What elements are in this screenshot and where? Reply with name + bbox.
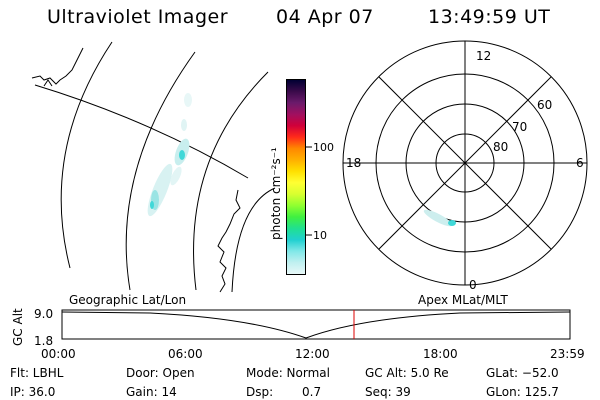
mlt-label-6: 6 [576, 156, 584, 170]
coastline [31, 47, 84, 85]
meridian-line [193, 71, 269, 291]
altitude-tick-1-8: 1.8 [34, 334, 53, 348]
altitude-axis-label: GC Alt [11, 308, 25, 346]
instrument-title: Ultraviolet Imager [47, 6, 229, 28]
mlt-label-18: 18 [346, 156, 361, 170]
meridian-line [231, 187, 276, 293]
time-tick-0600: 06:00 [168, 347, 203, 361]
glon-status: GLon: 125.7 [486, 385, 559, 399]
coastline [217, 189, 241, 293]
seq-status: Seq: 39 [365, 385, 411, 399]
colorbar [286, 79, 306, 275]
mlt-label-0: 0 [469, 278, 477, 292]
mlt-label-12: 12 [476, 49, 491, 63]
time-tick-0000: 00:00 [41, 347, 76, 361]
polar-aurora-emission [423, 209, 456, 227]
aurora-emission [147, 93, 192, 217]
glat-status: GLat: −52.0 [486, 366, 559, 380]
apex-panel-label: Apex MLat/MLT [418, 293, 508, 307]
altitude-curve [61, 311, 571, 339]
lat-label-80: 80 [493, 140, 508, 154]
altitude-tick-9: 9.0 [34, 307, 53, 321]
colorbar-tick-label-100: 100 [313, 141, 334, 154]
geographic-panel-label: Geographic Lat/Lon [69, 293, 186, 307]
gain-status: Gain: 14 [126, 385, 177, 399]
filter-status: Flt: LBHL [10, 366, 64, 380]
gc-altitude-status: GC Alt: 5.0 Re [365, 366, 449, 380]
polar-diagonal [378, 76, 552, 250]
time-tick-2359: 23:59 [550, 347, 585, 361]
time-tick-1800: 18:00 [423, 347, 458, 361]
image-time: 13:49:59 UT [428, 6, 551, 28]
lat-label-70: 70 [512, 120, 527, 134]
image-date: 04 Apr 07 [276, 6, 374, 28]
lat-label-60: 60 [537, 98, 552, 112]
time-tick-1200: 12:00 [295, 347, 330, 361]
dsp-label: Dsp: [246, 385, 274, 399]
door-status: Door: Open [126, 366, 195, 380]
colorbar-unit-label: photon cm⁻²s⁻¹ [269, 147, 283, 240]
coastline [43, 79, 53, 87]
mode-status: Mode: Normal [246, 366, 330, 380]
latitude-line [34, 84, 249, 179]
meridian-line [60, 41, 113, 269]
colorbar-tick-label-10: 10 [313, 229, 327, 242]
ip-status: IP: 36.0 [10, 385, 56, 399]
altitude-strip-frame [61, 309, 571, 340]
dsp-value: 0.7 [302, 385, 322, 399]
meridian-line [125, 51, 196, 291]
